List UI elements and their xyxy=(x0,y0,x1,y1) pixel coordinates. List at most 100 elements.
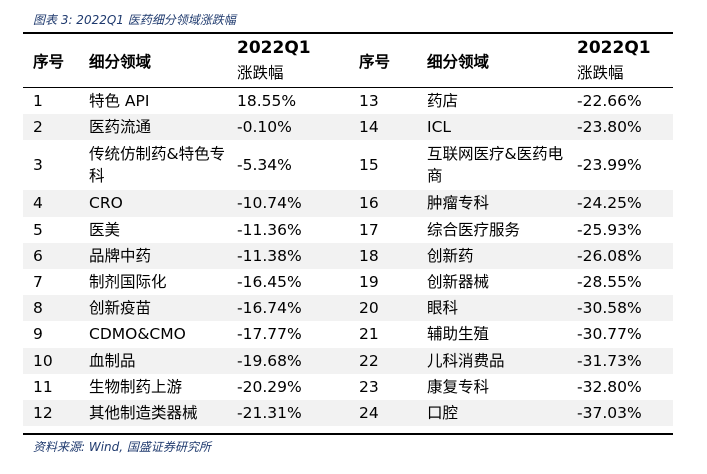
sector-name-cell: 生物制药上游 xyxy=(89,377,183,396)
seq-cell: 17 xyxy=(359,220,379,239)
change-cell: -30.58% xyxy=(567,295,673,322)
sector-name-cell: 品牌中药 xyxy=(79,242,227,269)
change-cell: -26.08% xyxy=(567,242,673,269)
header-change-label: 涨跌幅 xyxy=(237,63,284,82)
seq-cell: 24 xyxy=(349,399,417,427)
change-cell: -11.38% xyxy=(227,242,349,269)
seq-cell: 11 xyxy=(33,377,53,396)
seq-cell: 23 xyxy=(359,377,379,396)
change-cell: -21.31% xyxy=(227,399,349,427)
sector-name-cell: 创新药 xyxy=(417,242,567,269)
sector-name-cell: ICL xyxy=(417,114,567,141)
header-row: 序号 细分领域 2022Q1 涨跌幅 序号 细分领域 2022Q1 涨跌幅 xyxy=(23,34,673,88)
seq-cell: 13 xyxy=(359,92,379,111)
seq-cell: 1 xyxy=(33,92,43,111)
seq-cell: 14 xyxy=(349,114,417,141)
sector-name-cell: 辅助生殖 xyxy=(427,325,490,344)
change-cell: 18.55% xyxy=(237,92,297,111)
sector-name-cell: 医药流通 xyxy=(79,114,227,141)
sector-name-cell: 其他制造类器械 xyxy=(79,399,227,427)
change-cell: -28.55% xyxy=(577,273,642,292)
change-cell: -17.77% xyxy=(237,325,302,344)
change-cell: -5.34% xyxy=(237,156,292,175)
sector-name-cell: 制剂国际化 xyxy=(89,273,167,292)
sector-name-cell: 综合医疗服务 xyxy=(427,220,521,239)
sector-name-cell: CDMO&CMO xyxy=(89,325,186,344)
seq-cell: 2 xyxy=(23,114,79,141)
seq-cell: 5 xyxy=(33,220,43,239)
header-change-period: 2022Q1 xyxy=(237,37,311,58)
sector-name-cell: 医美 xyxy=(89,220,121,239)
sector-name-cell: 儿科消费品 xyxy=(417,347,567,374)
top-rule xyxy=(23,32,673,34)
seq-cell: 10 xyxy=(23,347,79,374)
seq-cell: 18 xyxy=(349,242,417,269)
seq-cell: 12 xyxy=(23,399,79,427)
sector-name-cell: 传统仿制药&特色专科 xyxy=(79,140,227,190)
sector-name-cell: 口腔 xyxy=(417,399,567,427)
table-row: 1 特色 API 18.55% 13 药店 -22.66% xyxy=(23,88,673,115)
change-cell: -11.36% xyxy=(237,220,302,239)
sector-name-text: 传统仿制药&特色专科 xyxy=(89,145,226,186)
seq-cell: 4 xyxy=(23,190,79,217)
table-row: 7 制剂国际化 -16.45% 19 创新器械 -28.55% xyxy=(23,269,673,295)
header-field-left: 细分领域 xyxy=(79,34,227,88)
change-cell: -30.77% xyxy=(577,325,642,344)
change-cell: -16.74% xyxy=(227,295,349,322)
change-cell: -24.25% xyxy=(567,190,673,217)
table-row: 5 医美 -11.36% 17 综合医疗服务 -25.93% xyxy=(23,217,673,243)
seq-cell: 22 xyxy=(349,347,417,374)
table-row: 2 医药流通 -0.10% 14 ICL -23.80% xyxy=(23,114,673,141)
sector-change-table: 序号 细分领域 2022Q1 涨跌幅 序号 细分领域 2022Q1 涨跌幅 1 … xyxy=(23,34,673,427)
seq-cell: 8 xyxy=(23,295,79,322)
change-cell: -20.29% xyxy=(237,377,302,396)
header-change-right: 2022Q1 涨跌幅 xyxy=(567,34,673,88)
header-change-label: 涨跌幅 xyxy=(577,63,624,82)
seq-cell: 9 xyxy=(33,325,43,344)
seq-cell: 20 xyxy=(349,295,417,322)
table-row: 12 其他制造类器械 -21.31% 24 口腔 -37.03% xyxy=(23,399,673,427)
header-seq-left: 序号 xyxy=(23,34,79,88)
sector-name-text: 互联网医疗&医药电商 xyxy=(427,145,564,186)
header-change-left: 2022Q1 涨跌幅 xyxy=(227,34,349,88)
seq-cell: 6 xyxy=(23,242,79,269)
sector-name-cell: 互联网医疗&医药电商 xyxy=(417,140,567,190)
table-row: 8 创新疫苗 -16.74% 20 眼科 -30.58% xyxy=(23,295,673,322)
table-row: 6 品牌中药 -11.38% 18 创新药 -26.08% xyxy=(23,242,673,269)
change-cell: -25.93% xyxy=(577,220,642,239)
sector-name-cell: 创新疫苗 xyxy=(79,295,227,322)
table-caption: 图表 3: 2022Q1 医药细分领域涨跌幅 xyxy=(33,13,236,27)
change-cell: -0.10% xyxy=(227,114,349,141)
table-row: 3 传统仿制药&特色专科 -5.34% 15 互联网医疗&医药电商 -23.99… xyxy=(23,140,673,190)
header-seq-right: 序号 xyxy=(349,34,417,88)
seq-cell: 3 xyxy=(33,156,43,175)
change-cell: -10.74% xyxy=(227,190,349,217)
seq-cell: 15 xyxy=(359,156,379,175)
change-cell: -19.68% xyxy=(227,347,349,374)
bottom-rule xyxy=(23,433,673,435)
change-cell: -32.80% xyxy=(577,377,642,396)
table-row: 11 生物制药上游 -20.29% 23 康复专科 -32.80% xyxy=(23,374,673,400)
change-cell: -37.03% xyxy=(567,399,673,427)
sector-name-cell: 肿瘤专科 xyxy=(417,190,567,217)
sector-name-cell: 康复专科 xyxy=(427,377,490,396)
change-cell: -23.99% xyxy=(577,156,642,175)
sector-name-cell: 血制品 xyxy=(79,347,227,374)
seq-cell: 19 xyxy=(359,273,379,292)
table-row: 10 血制品 -19.68% 22 儿科消费品 -31.73% xyxy=(23,347,673,374)
seq-cell: 7 xyxy=(33,273,43,292)
table-row: 9 CDMO&CMO -17.77% 21 辅助生殖 -30.77% xyxy=(23,321,673,347)
change-cell: -22.66% xyxy=(577,92,642,111)
header-change-period: 2022Q1 xyxy=(577,37,651,58)
header-field-right: 细分领域 xyxy=(417,34,567,88)
sector-name-cell: 特色 API xyxy=(89,92,150,111)
change-cell: -31.73% xyxy=(567,347,673,374)
change-cell: -16.45% xyxy=(237,273,302,292)
table-row: 4 CRO -10.74% 16 肿瘤专科 -24.25% xyxy=(23,190,673,217)
sector-name-cell: CRO xyxy=(79,190,227,217)
source-note: 资料来源: Wind, 国盛证券研究所 xyxy=(33,440,211,454)
sector-name-cell: 创新器械 xyxy=(427,273,490,292)
change-cell: -23.80% xyxy=(567,114,673,141)
seq-cell: 16 xyxy=(349,190,417,217)
sector-name-cell: 药店 xyxy=(427,92,459,111)
